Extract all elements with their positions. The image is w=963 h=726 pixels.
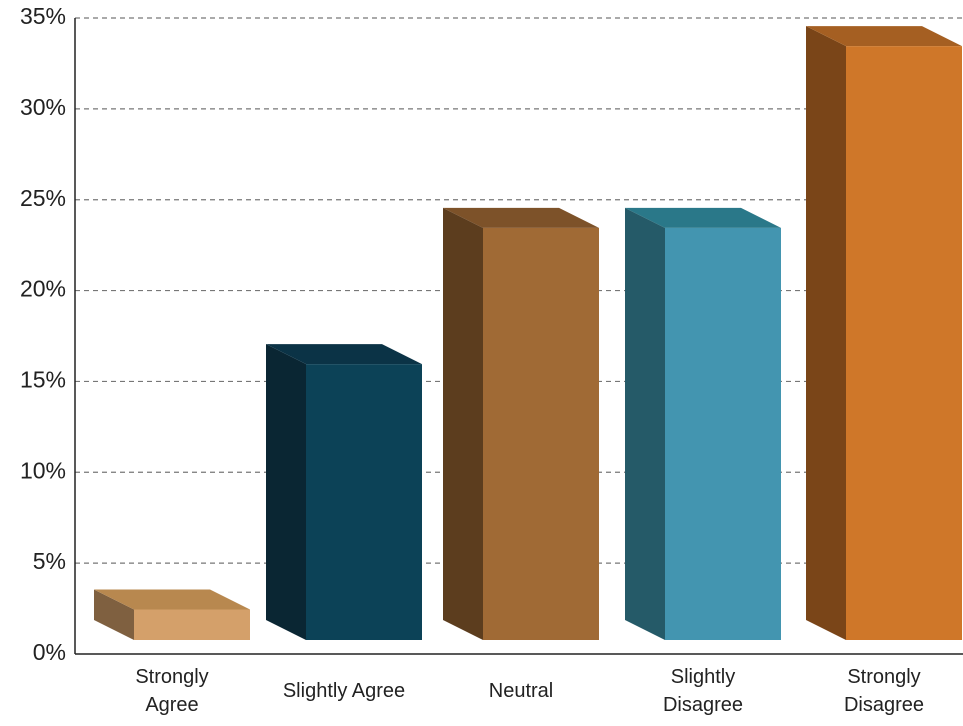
bar xyxy=(94,589,250,640)
y-tick-label: 0% xyxy=(33,639,66,665)
bar-side xyxy=(266,344,306,640)
bar xyxy=(266,344,422,640)
y-tick-label: 30% xyxy=(20,94,66,120)
bar-top xyxy=(443,207,599,228)
bar-top xyxy=(266,344,422,365)
bar-top xyxy=(625,207,781,228)
y-tick-label: 5% xyxy=(33,548,66,574)
bar-top xyxy=(806,26,962,47)
bar-front xyxy=(134,609,250,640)
bar-side xyxy=(806,26,846,640)
bar-front xyxy=(306,364,422,640)
x-tick-label: Slightly Agree xyxy=(282,680,406,702)
bar-front xyxy=(846,46,962,640)
bar xyxy=(625,207,781,640)
y-tick-label: 10% xyxy=(20,457,66,483)
bar-side xyxy=(625,207,665,640)
y-tick-label: 20% xyxy=(20,276,66,302)
x-tick-label: Strongly Disagree xyxy=(843,666,925,716)
y-tick-label: 25% xyxy=(20,185,66,211)
bar-front xyxy=(483,227,599,640)
x-tick-label: Neutral xyxy=(488,680,554,702)
bar-front xyxy=(665,227,781,640)
bar-side xyxy=(443,207,483,640)
bar xyxy=(443,207,599,640)
x-tick-label: Strongly Agree xyxy=(135,666,209,716)
bar xyxy=(806,26,962,640)
bar-top xyxy=(94,589,250,610)
y-tick-label: 35% xyxy=(20,3,66,29)
bar-side xyxy=(94,589,134,640)
x-tick-label: Slightly Disagree xyxy=(662,666,744,716)
y-tick-label: 15% xyxy=(20,367,66,393)
